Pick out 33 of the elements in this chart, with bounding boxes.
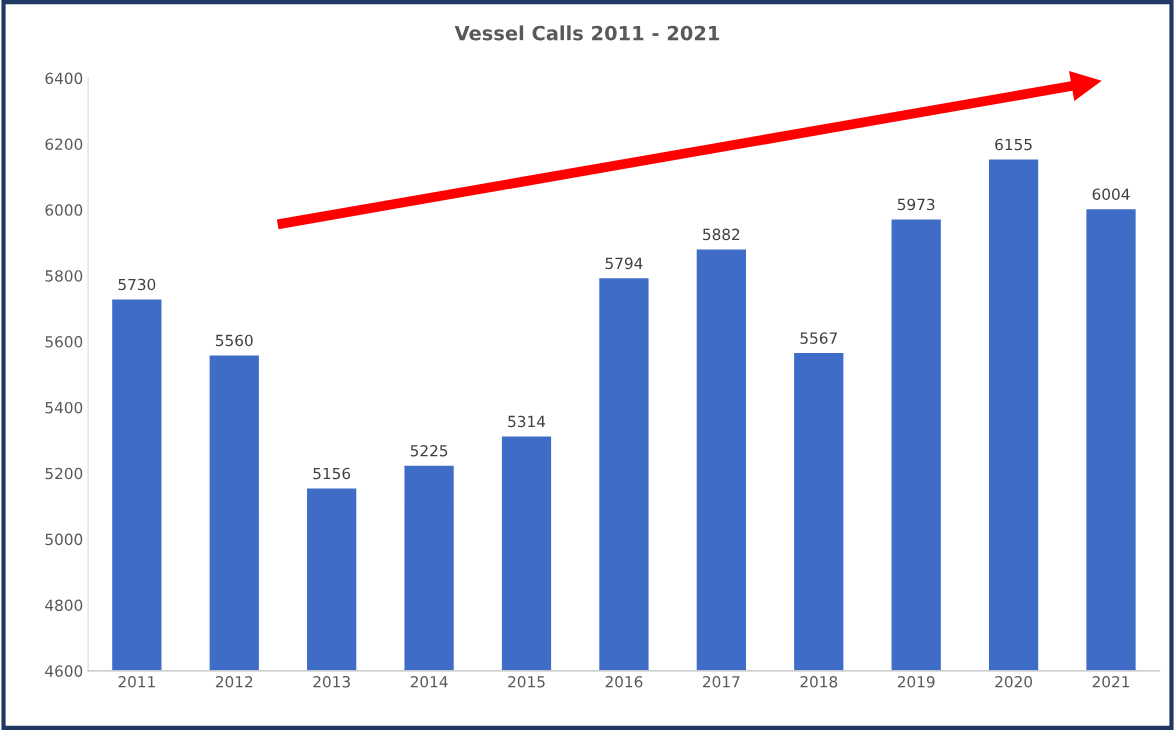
y-tick-label: 5400 <box>45 401 83 414</box>
x-tick-label: 2012 <box>215 676 253 688</box>
x-tick-label: 2020 <box>995 676 1033 688</box>
x-tick-label: 2016 <box>605 676 643 688</box>
y-tick-label: 6200 <box>45 138 83 150</box>
data-label: 5882 <box>703 228 740 241</box>
data-label: 5973 <box>897 198 935 211</box>
data-label: 5156 <box>313 467 351 480</box>
x-tick-label: 2013 <box>313 676 350 688</box>
data-label: 5794 <box>605 257 643 270</box>
y-tick-label: 5600 <box>45 336 83 348</box>
data-label: 5314 <box>508 415 546 428</box>
y-tick-label: 5200 <box>45 467 83 480</box>
data-label: 5730 <box>118 278 156 291</box>
y-tick-label: 6400 <box>45 72 83 85</box>
data-label: 6155 <box>995 138 1032 151</box>
y-tick-label: 4800 <box>45 599 83 612</box>
x-tick-label: 2017 <box>703 676 740 688</box>
y-tick-label: 5800 <box>45 270 83 282</box>
x-tick-label: 2019 <box>897 676 935 688</box>
x-tick-label: 2014 <box>410 676 448 688</box>
x-tick-label: 2021 <box>1092 676 1130 688</box>
data-label: 6004 <box>1092 188 1130 200</box>
chart-title: Vessel Calls 2011 - 2021 <box>454 25 720 41</box>
x-tick-label: 2015 <box>508 676 545 688</box>
y-tick-label: 6000 <box>45 204 83 216</box>
y-tick-label: 5000 <box>45 533 83 546</box>
data-label: 5567 <box>800 332 837 344</box>
y-tick-label: 4600 <box>45 665 83 677</box>
x-tick-label: 2018 <box>800 676 838 688</box>
x-tick-label: 2011 <box>118 676 155 688</box>
data-label: 5560 <box>215 334 253 347</box>
data-label: 5225 <box>410 444 448 457</box>
